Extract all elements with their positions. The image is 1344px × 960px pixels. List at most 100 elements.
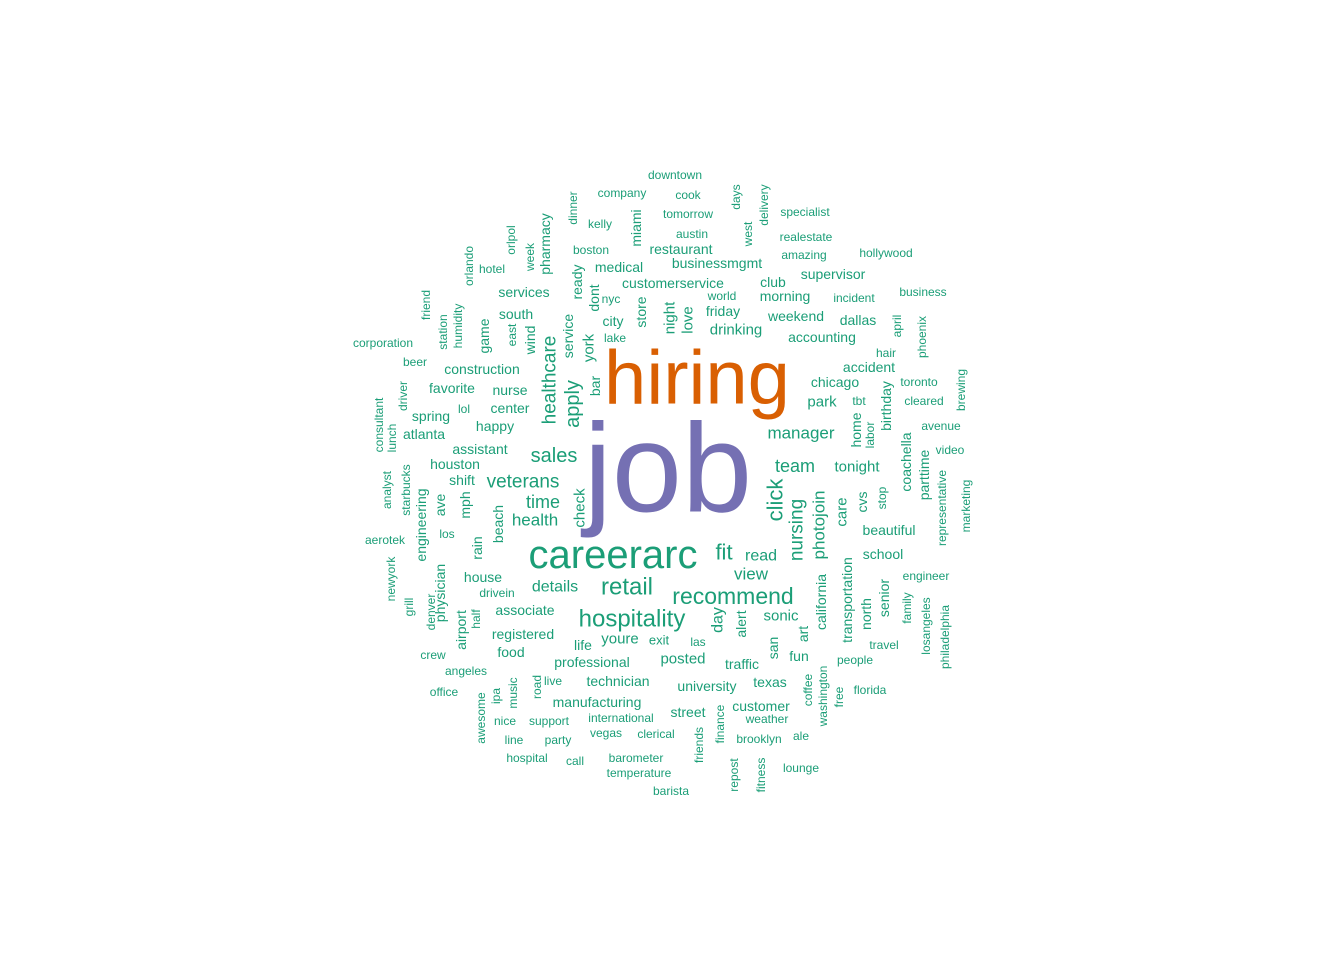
word-tonight: tonight [834, 459, 880, 476]
word-drivein: drivein [479, 586, 514, 600]
word-hospitality: hospitality [579, 606, 686, 633]
word-dinner: dinner [566, 191, 580, 224]
word-fitness: fitness [754, 758, 768, 793]
word-supervisor: supervisor [801, 266, 866, 282]
word-photojoin: photojoin [810, 490, 829, 559]
word-drinking: drinking [710, 322, 763, 339]
word-hotel: hotel [479, 262, 505, 276]
word-coffee: coffee [801, 673, 815, 706]
word-international: international [588, 711, 653, 725]
word-austin: austin [676, 227, 708, 241]
word-traffic: traffic [725, 656, 759, 672]
word-center: center [491, 400, 530, 416]
word-houston: houston [430, 456, 480, 472]
word-north: north [858, 598, 874, 630]
word-world: world [707, 289, 737, 303]
word-music: music [506, 677, 520, 708]
word-sales: sales [531, 445, 578, 467]
word-awesome: awesome [474, 692, 488, 744]
word-office: office [430, 685, 459, 699]
word-south: south [499, 306, 533, 322]
word-west: west [741, 221, 755, 247]
word-ale: ale [793, 729, 809, 743]
word-engineering: engineering [413, 488, 429, 561]
word-california: california [813, 574, 829, 630]
word-pharmacy: pharmacy [537, 213, 553, 274]
word-family: family [900, 592, 914, 623]
word-veterans: veterans [487, 472, 560, 493]
word-team: team [775, 456, 815, 476]
word-night: night [662, 301, 679, 334]
word-incident: incident [833, 291, 875, 305]
word-construction: construction [444, 361, 519, 377]
word-care: care [834, 497, 851, 526]
word-repost: repost [727, 758, 741, 792]
word-beer: beer [403, 355, 427, 369]
word-lunch: lunch [385, 424, 399, 453]
word-philadelphia: philadelphia [938, 605, 952, 669]
word-york: york [581, 333, 598, 362]
word-phoenix: phoenix [915, 316, 929, 358]
word-healthcare: healthcare [540, 336, 561, 425]
word-city: city [603, 313, 624, 329]
word-corporation: corporation [353, 336, 413, 350]
word-love: love [680, 306, 697, 334]
word-restaurant: restaurant [649, 241, 712, 257]
word-cleared: cleared [904, 394, 943, 408]
word-free: free [832, 686, 846, 707]
word-coachella: coachella [898, 432, 914, 491]
word-technician: technician [586, 673, 649, 689]
word-live: live [544, 674, 562, 688]
word-careerarc: careerarc [529, 533, 698, 577]
word-alert: alert [733, 610, 749, 637]
word-businessmgmt: businessmgmt [672, 255, 762, 271]
word-physician: physician [432, 564, 448, 622]
word-weather: weather [745, 712, 789, 726]
word-toronto: toronto [900, 375, 938, 389]
word-medical: medical [595, 259, 643, 275]
word-day: day [710, 607, 727, 633]
word-friday: friday [706, 303, 740, 319]
word-miami: miami [628, 209, 644, 246]
word-ipa: ipa [489, 688, 503, 704]
word-denver: denver [424, 594, 438, 631]
word-park: park [807, 394, 837, 411]
word-time: time [526, 492, 560, 512]
word-retail: retail [601, 574, 653, 601]
word-spring: spring [412, 408, 450, 424]
word-atlanta: atlanta [403, 426, 445, 442]
word-texas: texas [753, 674, 786, 690]
word-video: video [936, 443, 965, 457]
word-orlpol: orlpol [504, 225, 518, 254]
word-tomorrow: tomorrow [663, 207, 713, 221]
word-youre: youre [601, 631, 639, 648]
word-posted: posted [660, 651, 705, 668]
word-exit: exit [649, 633, 670, 648]
word-driver: driver [396, 381, 410, 411]
word-washington: washington [816, 666, 830, 728]
word-beautiful: beautiful [863, 522, 916, 538]
word-click: click [763, 478, 788, 522]
word-boston: boston [573, 243, 609, 257]
word-cvs: cvs [854, 492, 870, 513]
word-professional: professional [554, 654, 630, 670]
word-assistant: assistant [452, 441, 507, 457]
word-ave: ave [432, 494, 448, 517]
word-florida: florida [854, 683, 887, 697]
word-analyst: analyst [380, 470, 394, 509]
word-temperature: temperature [607, 766, 672, 780]
word-san: san [765, 637, 781, 660]
word-realestate: realestate [780, 230, 833, 244]
word-chicago: chicago [811, 374, 859, 390]
word-ready: ready [569, 264, 585, 299]
word-transportation: transportation [839, 557, 855, 643]
word-game: game [476, 318, 492, 353]
word-weekend: weekend [767, 308, 824, 324]
word-marketing: marketing [959, 480, 973, 533]
word-people: people [837, 653, 873, 667]
word-newyork: newyork [384, 556, 398, 602]
word-cook: cook [675, 188, 701, 202]
word-senior: senior [876, 579, 892, 617]
word-tbt: tbt [852, 394, 866, 408]
word-representative: representative [935, 470, 949, 546]
